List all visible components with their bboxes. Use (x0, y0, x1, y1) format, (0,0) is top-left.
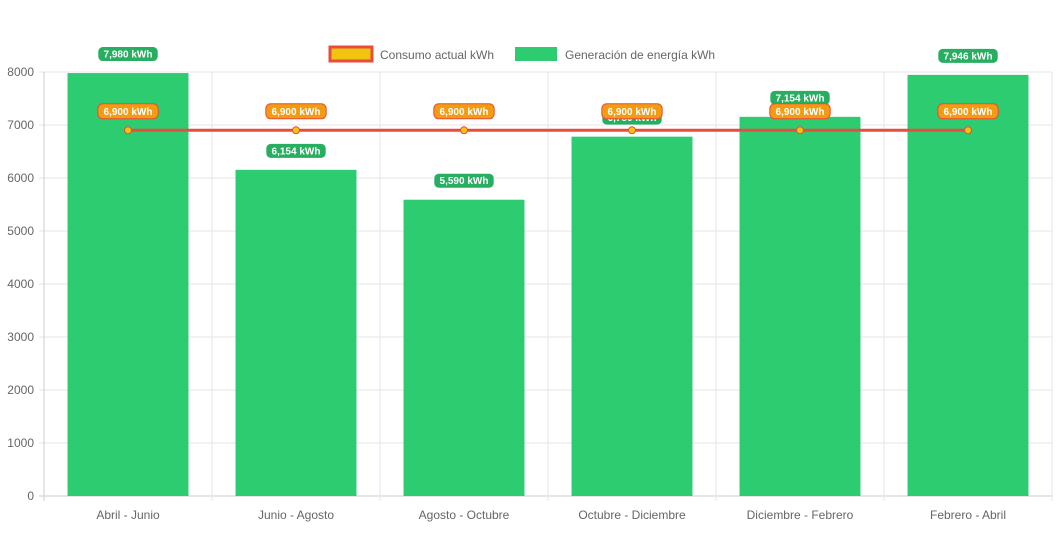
data-label-consumo: 6,900 kWh (601, 103, 663, 120)
y-tick-label: 6000 (7, 171, 34, 185)
data-label-consumo-text: 6,900 kWh (440, 107, 489, 118)
data-label-generacion: 7,980 kWh (97, 46, 159, 63)
point-consumo[interactable] (796, 126, 804, 135)
data-label-generacion-text: 7,980 kWh (104, 50, 153, 61)
x-tick-label: Junio - Agosto (258, 508, 334, 522)
data-label-consumo-bg (265, 103, 327, 120)
data-label-consumo-bg (601, 103, 663, 120)
data-label-consumo-bg (433, 103, 495, 120)
bar-generacion[interactable] (571, 136, 693, 496)
data-label-consumo: 6,900 kWh (265, 103, 327, 120)
y-tick-label: 7000 (7, 118, 34, 132)
legend: Consumo actual kWh Generación de energía… (328, 45, 715, 63)
data-label-generacion: 6,154 kWh (265, 142, 327, 159)
data-label-generacion-text: 7,154 kWh (776, 93, 825, 104)
grid-layer (39, 71, 1053, 501)
x-tick-label: Agosto - Octubre (419, 508, 510, 522)
bar-generacion[interactable] (403, 199, 525, 497)
data-label-generacion-bg (265, 142, 327, 159)
data-label-generacion: 7,946 kWh (937, 47, 999, 64)
bar-generacion[interactable] (907, 74, 1029, 496)
point-consumo[interactable] (628, 126, 636, 135)
data-label-consumo-text: 6,900 kWh (944, 107, 993, 118)
data-label-consumo-text: 6,900 kWh (272, 107, 321, 118)
data-label-consumo: 6,900 kWh (769, 103, 831, 120)
line-layer (124, 126, 972, 135)
data-label-generacion-bg (433, 172, 495, 189)
y-tick-label: 1000 (7, 436, 34, 450)
legend-swatch-consumo[interactable] (328, 45, 374, 63)
legend-label-consumo[interactable]: Consumo actual kWh (380, 48, 494, 62)
y-tick-label: 4000 (7, 277, 34, 291)
bar-generacion[interactable] (235, 169, 357, 496)
point-consumo[interactable] (460, 126, 468, 135)
data-label-consumo-text: 6,900 kWh (104, 107, 153, 118)
data-label-generacion-text: 7,946 kWh (944, 51, 993, 62)
bar-generacion[interactable] (739, 116, 861, 496)
data-label-consumo-bg (769, 103, 831, 120)
legend-label-generacion[interactable]: Generación de energía kWh (565, 48, 715, 62)
y-tick-label: 0 (27, 489, 34, 503)
data-label-consumo-text: 6,900 kWh (776, 107, 825, 118)
data-label-consumo-bg (97, 103, 159, 120)
data-label-generacion-text: 5,590 kWh (440, 176, 489, 187)
data-label-consumo-bg (937, 103, 999, 120)
data-label-consumo: 6,900 kWh (937, 103, 999, 120)
data-label-generacion-bg (937, 47, 999, 64)
data-label-consumo: 6,900 kWh (433, 103, 495, 120)
y-tick-label: 3000 (7, 330, 34, 344)
point-consumo[interactable] (964, 126, 972, 135)
bar-generacion[interactable] (67, 73, 189, 496)
data-label-generacion: 5,590 kWh (433, 172, 495, 189)
y-tick-label: 8000 (7, 65, 34, 79)
point-consumo[interactable] (124, 126, 132, 135)
data-label-generacion-text: 6,154 kWh (272, 146, 321, 157)
x-tick-label: Abril - Junio (96, 508, 160, 522)
x-tick-label: Diciembre - Febrero (747, 508, 854, 522)
x-tick-label: Febrero - Abril (930, 508, 1006, 522)
data-label-generacion-bg (97, 46, 159, 63)
data-label-consumo-text: 6,900 kWh (608, 107, 657, 118)
data-label-consumo: 6,900 kWh (97, 103, 159, 120)
bar-layer (67, 73, 1029, 497)
x-tick-label: Octubre - Diciembre (578, 508, 686, 522)
y-tick-label: 5000 (7, 224, 34, 238)
y-tick-label: 2000 (7, 383, 34, 397)
axis-layer: 0 1000 2000 3000 4000 5000 6000 7000 8000 Abril -… (7, 65, 1006, 522)
point-consumo[interactable] (292, 126, 300, 135)
data-label-generacion: 7,154 kWh (769, 89, 831, 106)
legend-swatch-generacion[interactable] (515, 47, 557, 61)
